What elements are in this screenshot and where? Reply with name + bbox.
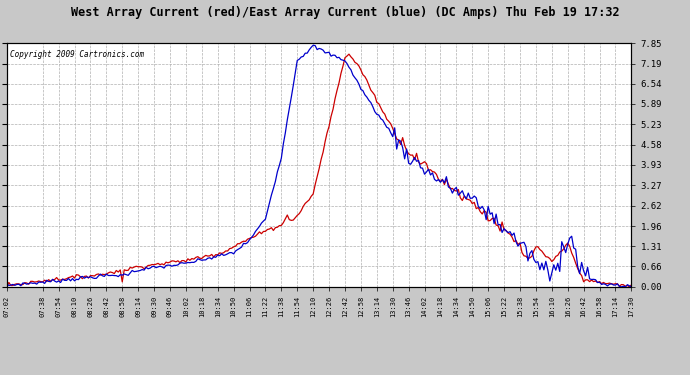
Text: West Array Current (red)/East Array Current (blue) (DC Amps) Thu Feb 19 17:32: West Array Current (red)/East Array Curr… xyxy=(70,6,620,19)
Text: Copyright 2009 Cartronics.com: Copyright 2009 Cartronics.com xyxy=(10,51,144,59)
